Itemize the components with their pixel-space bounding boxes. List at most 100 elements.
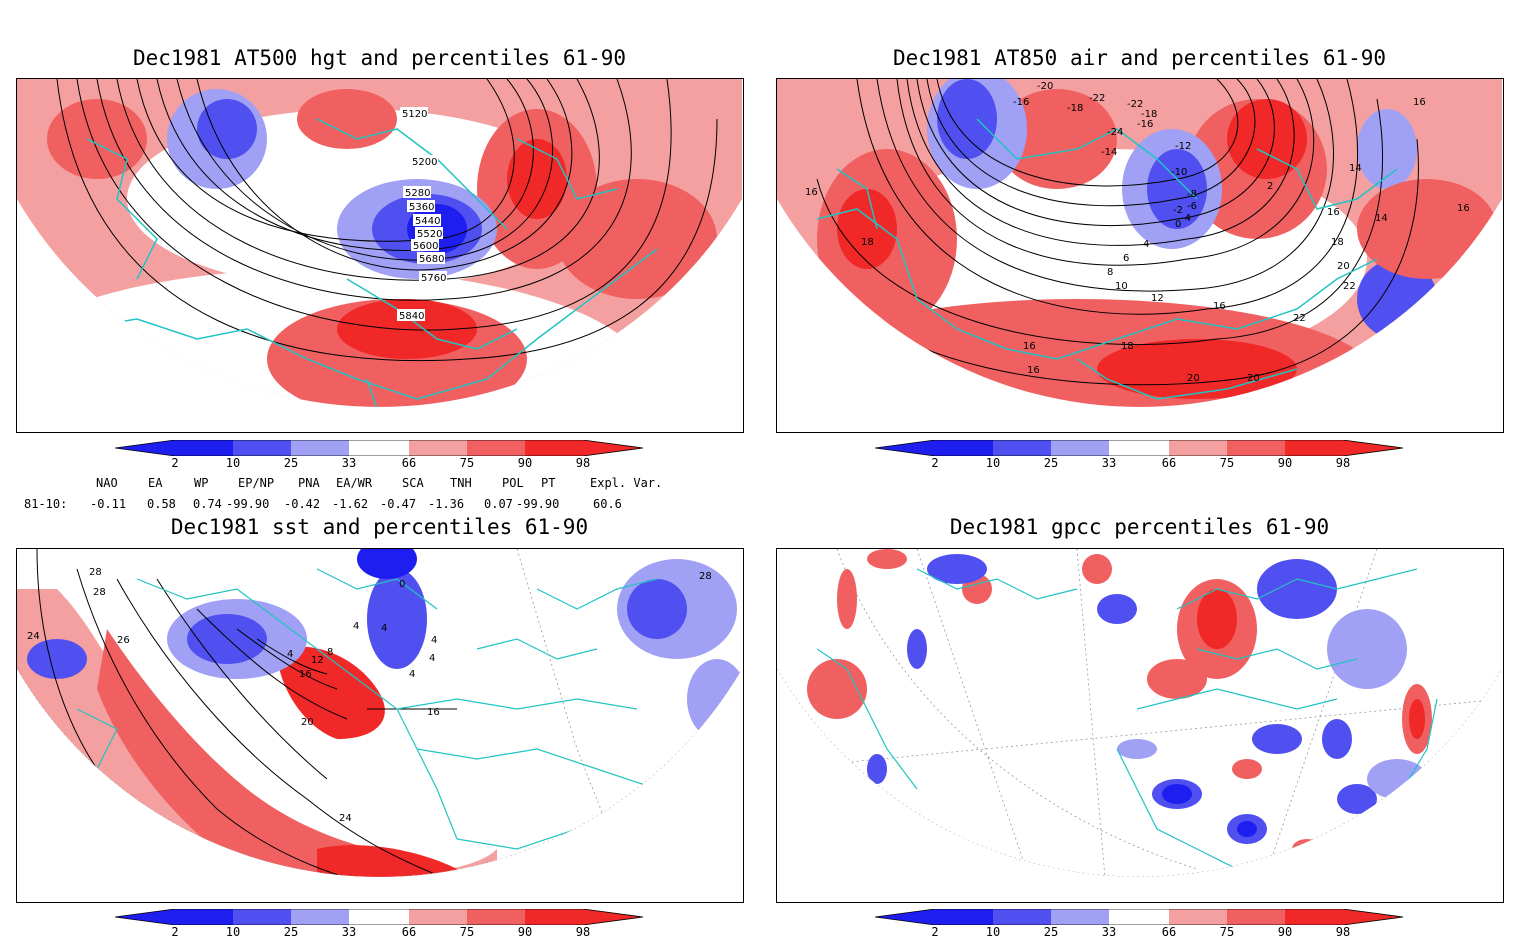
contour-label: 18 <box>1121 341 1134 352</box>
index-value-epnp: -99.90 <box>226 497 270 511</box>
map-sst: 28 28 24 28 26 4 4 4 4 8 12 16 20 16 24 … <box>16 548 744 903</box>
contour-label: 0 <box>399 579 405 590</box>
colorbar-label: 75 <box>459 456 475 470</box>
colorbar-label: 66 <box>401 456 417 470</box>
colorbar-label: 75 <box>1219 456 1235 470</box>
index-header-nao: NAO <box>96 476 118 490</box>
contour-label: 26 <box>117 635 130 646</box>
contour-label: 28 <box>89 567 102 578</box>
colorbar-label: 10 <box>225 456 241 470</box>
contour-label: 5360 <box>409 202 434 213</box>
contour-label: -4 <box>1181 213 1191 224</box>
contour-label: 16 <box>1023 341 1036 352</box>
index-value-pna: -0.42 <box>284 497 321 511</box>
contour-label: -20 <box>1037 81 1053 92</box>
panel-title-gpcc: Dec1981 gpcc percentiles 61-90 <box>949 515 1330 539</box>
contour-label: 22 <box>1293 313 1306 324</box>
colorbar-bottom-right: 2 10 25 33 66 75 90 98 <box>874 908 1405 939</box>
index-header-epnp: EP/NP <box>238 476 275 490</box>
contour-label: 0 <box>1175 219 1181 230</box>
colorbar-label: 98 <box>575 925 591 939</box>
contour-label: 5200 <box>412 157 437 168</box>
colorbar-label: 66 <box>1161 925 1177 939</box>
contour-label: -24 <box>1107 127 1123 138</box>
contour-label: 5840 <box>399 311 424 322</box>
contour-label: 24 <box>27 631 40 642</box>
index-header-pt: PT <box>541 476 556 490</box>
contour-label: -18 <box>1067 103 1083 114</box>
index-row-label: 81-10: <box>24 497 68 511</box>
contour-label: 16 <box>427 707 440 718</box>
contour-label: -10 <box>1171 167 1187 178</box>
map-air850: -20 -16 -18 -22 -22 -18 -16 -24 -14 -12 … <box>776 78 1504 433</box>
colorbar-label: 66 <box>401 925 417 939</box>
index-header-pol: POL <box>502 476 524 490</box>
colorbar-label: 25 <box>1043 456 1059 470</box>
contour-label: 5600 <box>413 241 438 252</box>
index-header-explvar: Expl. Var. <box>590 476 663 490</box>
contour-label: 28 <box>407 879 420 890</box>
contour-label: 14 <box>1375 213 1388 224</box>
contour-label: 24 <box>339 813 352 824</box>
colorbar-label: 90 <box>1277 456 1293 470</box>
contour-label: -6 <box>1187 201 1197 212</box>
contour-label: 16 <box>1327 207 1340 218</box>
colorbar-bottom-left: 2 10 25 33 66 75 90 98 <box>114 908 645 939</box>
colorbar-label: 90 <box>517 925 533 939</box>
contour-label: -2 <box>1173 205 1183 216</box>
contour-label: 16 <box>1027 365 1040 376</box>
colorbar-label: 66 <box>1161 456 1177 470</box>
contour-label: 5280 <box>405 188 430 199</box>
contour-label: -12 <box>1175 141 1191 152</box>
contour-label: 4 <box>431 635 437 646</box>
panel-title-sst: Dec1981 sst and percentiles 61-90 <box>170 515 589 539</box>
contour-label: 5760 <box>421 273 446 284</box>
contour-label: 5120 <box>402 109 427 120</box>
contour-label: 18 <box>861 237 874 248</box>
colorbar-label: 10 <box>985 925 1001 939</box>
contour-label: 4 <box>353 621 359 632</box>
contour-label: 20 <box>1337 261 1350 272</box>
contour-label: 5440 <box>415 216 440 227</box>
contour-label: 4 <box>429 653 435 664</box>
contour-label: 16 <box>1457 203 1470 214</box>
contour-label: 20 <box>1247 373 1260 384</box>
contour-label: -22 <box>1089 93 1105 104</box>
contour-label: 6 <box>1123 253 1129 264</box>
colorbar-label: 75 <box>459 925 475 939</box>
index-value-ea: 0.58 <box>147 497 176 511</box>
contour-label: 8 <box>327 647 333 658</box>
colorbar-label: 2 <box>171 456 179 470</box>
panel-title-hgt500: Dec1981 AT500 hgt and percentiles 61-90 <box>132 46 627 70</box>
index-header-wp: WP <box>194 476 209 490</box>
colorbar-label: 33 <box>341 925 357 939</box>
contour-label: 16 <box>1213 301 1226 312</box>
contour-label: 16 <box>805 187 818 198</box>
contour-label: 5520 <box>417 229 442 240</box>
contour-label: 4 <box>1143 239 1149 250</box>
contour-label: 28 <box>699 571 712 582</box>
contour-label: -18 <box>1141 109 1157 120</box>
contour-label: 2 <box>1267 181 1273 192</box>
colorbar-label: 25 <box>1043 925 1059 939</box>
contour-label: 16 <box>299 669 312 680</box>
index-value-pt: -99.90 <box>516 497 560 511</box>
index-header-ea: EA <box>148 476 163 490</box>
panel-title-air850: Dec1981 AT850 air and percentiles 61-90 <box>892 46 1387 70</box>
contour-label: -8 <box>1187 189 1197 200</box>
map-hgt500: 5120 5200 5280 5360 5440 5520 5600 5680 … <box>16 78 744 433</box>
colorbar-label: 98 <box>575 456 591 470</box>
index-value-pol: 0.07 <box>484 497 513 511</box>
colorbar-label: 25 <box>283 456 299 470</box>
contour-label: 20 <box>301 717 314 728</box>
contour-label: 8 <box>1107 267 1113 278</box>
colorbar-label: 2 <box>931 456 939 470</box>
index-value-nao: -0.11 <box>90 497 127 511</box>
contour-label: 22 <box>1343 281 1356 292</box>
contour-label: 16 <box>1413 97 1426 108</box>
colorbar-label: 75 <box>1219 925 1235 939</box>
colorbar-label: 90 <box>517 456 533 470</box>
contour-label: 4 <box>381 623 387 634</box>
colorbar-label: 25 <box>283 925 299 939</box>
contour-label: 14 <box>1349 163 1362 174</box>
